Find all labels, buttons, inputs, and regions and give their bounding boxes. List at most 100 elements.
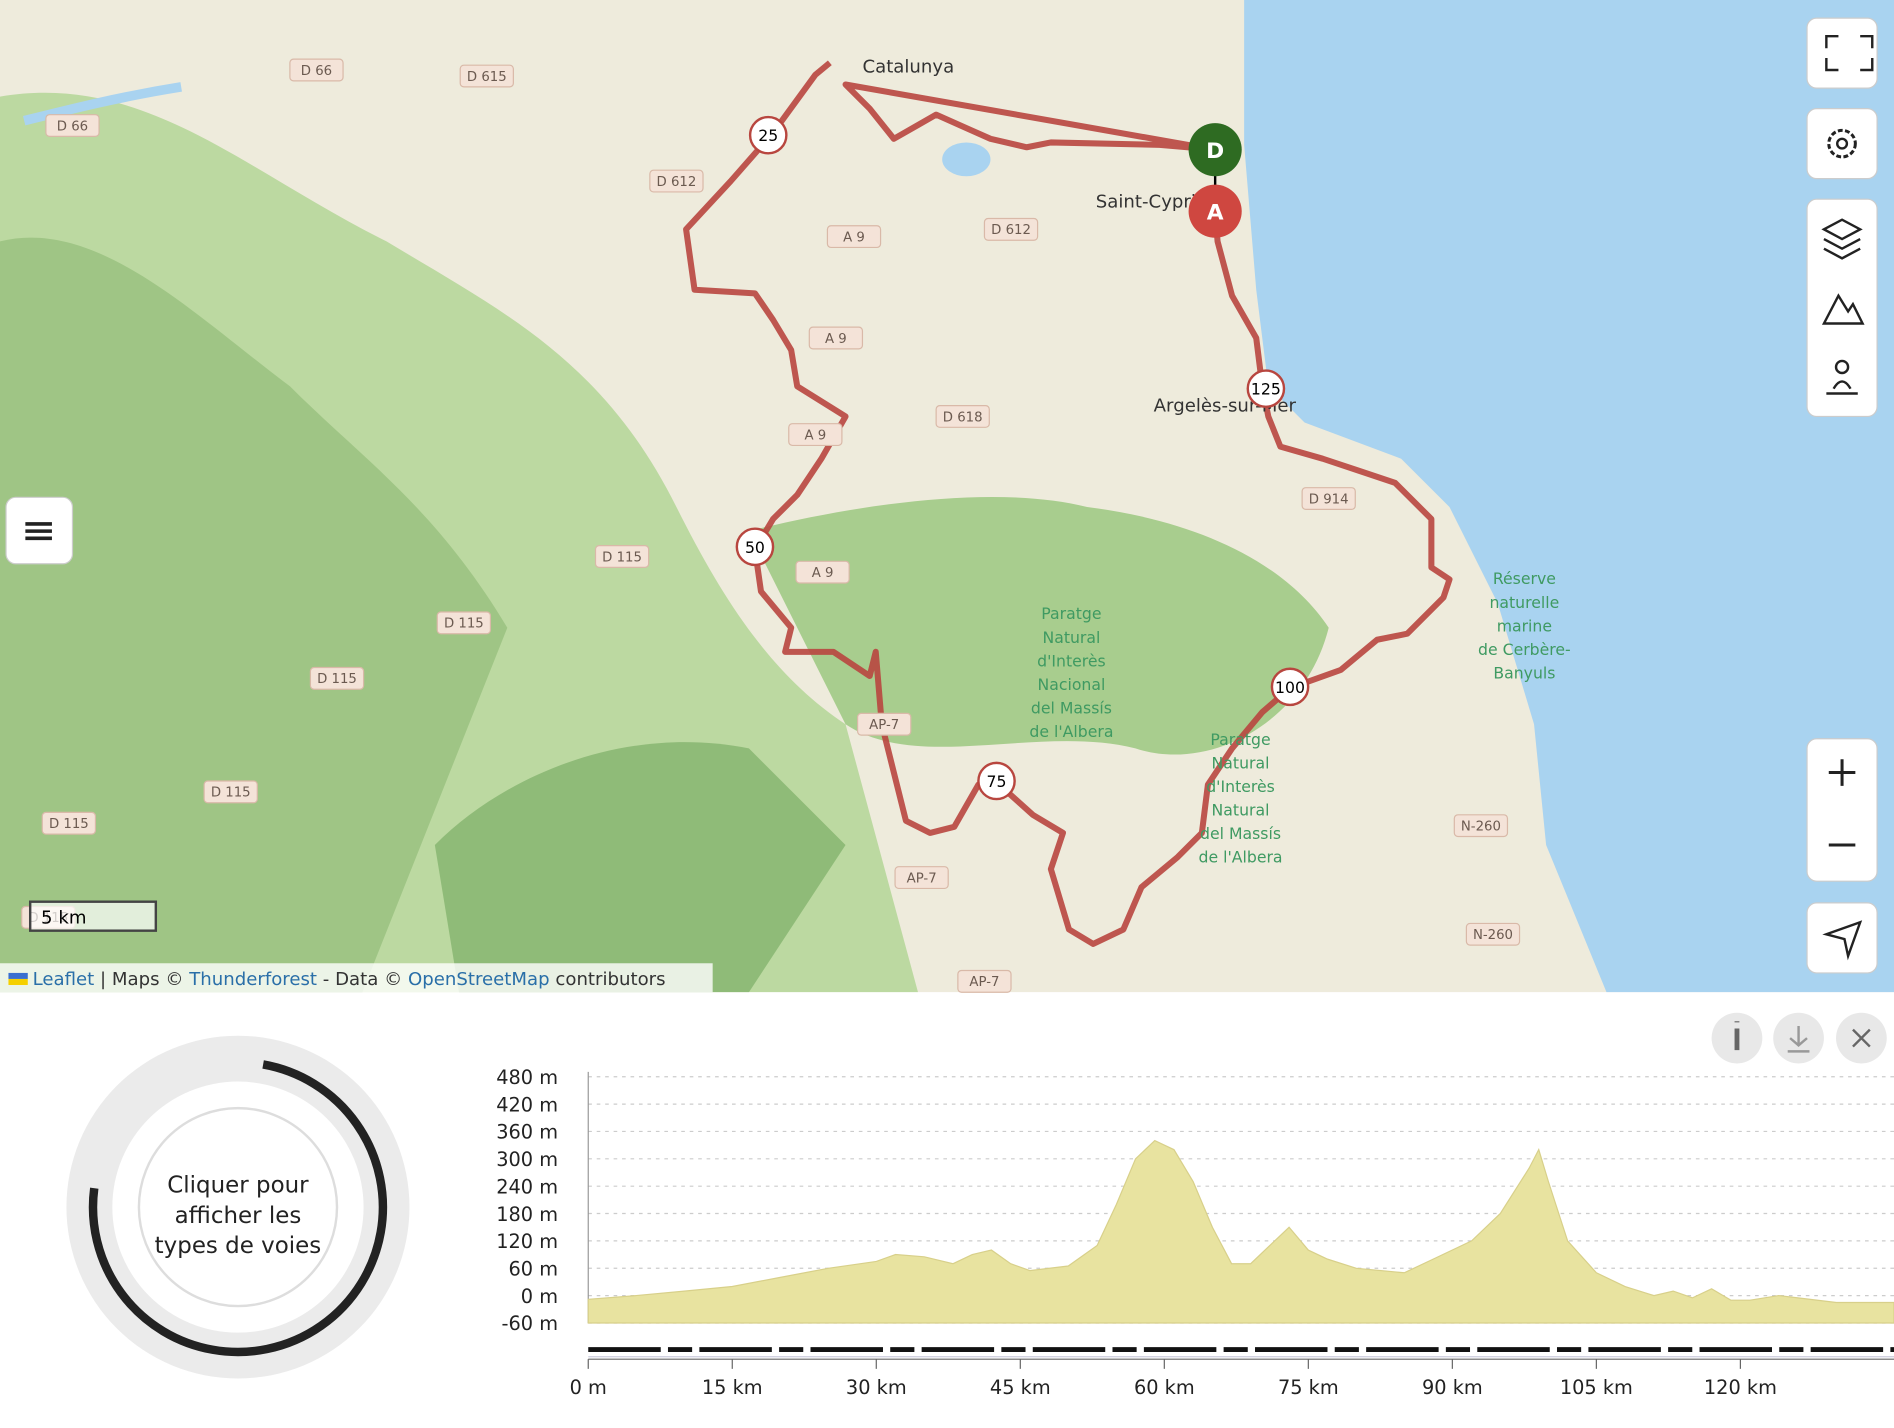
donut-label: afficher les	[175, 1203, 302, 1229]
attribution-text: - Data ©	[317, 969, 408, 990]
y-tick-label: -60 m	[502, 1312, 559, 1335]
x-tick-label: 45 km	[990, 1376, 1051, 1399]
road-shield	[935, 404, 990, 428]
road-shield	[203, 780, 258, 804]
reserve-label: d'Interès	[1206, 777, 1275, 796]
road-shield	[289, 58, 344, 82]
x-tick-label: 60 km	[1134, 1376, 1195, 1399]
road-label: D 612	[657, 175, 697, 190]
km-marker-label: 25	[758, 126, 778, 145]
road-label: A 9	[825, 332, 847, 347]
attribution-link[interactable]: Leaflet	[33, 969, 95, 990]
road-shield	[309, 666, 365, 690]
y-tick-label: 360 m	[496, 1121, 558, 1144]
road-label: D 115	[602, 550, 642, 565]
y-tick-label: 300 m	[496, 1148, 558, 1171]
road-label: D 615	[467, 70, 507, 85]
road-shield	[436, 611, 492, 635]
scale-bar	[28, 900, 158, 932]
km-marker-label: 100	[1275, 678, 1305, 697]
road-shield	[857, 712, 912, 736]
road-shield	[1301, 487, 1356, 510]
reserve-label: Nacional	[1037, 675, 1105, 694]
reserve-label: d'Interès	[1037, 651, 1106, 670]
end-label: A	[1207, 201, 1224, 226]
y-tick-label: 420 m	[496, 1093, 558, 1116]
x-tick-label: 75 km	[1278, 1376, 1339, 1399]
donut-label: Cliquer pour	[167, 1173, 309, 1199]
road-label: D 115	[317, 672, 357, 687]
reserve-label: de l'Albera	[1198, 847, 1282, 866]
road-shield	[41, 811, 97, 835]
place-label: Catalunya	[862, 56, 954, 77]
road-shield	[788, 423, 843, 447]
place-label: Saint-Cyprien	[1096, 192, 1219, 213]
road-shield	[826, 225, 882, 249]
zoom-control[interactable]	[1806, 738, 1878, 882]
road-label: D 612	[991, 223, 1031, 238]
fullscreen-button[interactable]	[1806, 17, 1878, 89]
x-tick-label: 15 km	[702, 1376, 763, 1399]
road-label: D 914	[1309, 492, 1349, 507]
end-marker[interactable]	[1188, 184, 1242, 238]
y-tick-label: 60 m	[509, 1258, 559, 1281]
road-shield	[649, 169, 704, 193]
road-shield	[459, 64, 514, 88]
road-label: N-260	[1473, 928, 1513, 943]
reserve-label: del Massís	[1031, 698, 1112, 717]
road-label: N-260	[1461, 819, 1501, 834]
km-marker	[1246, 369, 1286, 408]
reserve-label: Banyuls	[1493, 663, 1555, 682]
attribution-link[interactable]: Thunderforest	[188, 969, 317, 990]
x-tick-label: 90 km	[1422, 1376, 1483, 1399]
layers-panel[interactable]	[1806, 198, 1878, 418]
road-label: AP-7	[907, 871, 937, 886]
road-label: A 9	[804, 428, 826, 443]
road-shield	[795, 560, 850, 584]
road-label: A 9	[843, 230, 865, 245]
road-label: AP-7	[969, 975, 999, 990]
flag	[8, 978, 28, 985]
y-tick-label: 240 m	[496, 1175, 558, 1198]
x-tick-label: 0 m	[570, 1376, 607, 1399]
road-label: D 115	[211, 786, 251, 801]
road-label: D 115	[444, 617, 484, 632]
road-shield	[808, 326, 864, 350]
y-tick-label: 0 m	[521, 1285, 558, 1308]
x-tick-label: 30 km	[846, 1376, 907, 1399]
map-controls	[5, 17, 1887, 1064]
reserve-label: Paratge	[1041, 604, 1101, 623]
road-shield	[1465, 922, 1521, 946]
reserve-label: Paratge	[1210, 730, 1270, 749]
road-shield	[894, 866, 949, 890]
road-label: D 66	[57, 119, 88, 134]
km-marker-label: 75	[987, 772, 1007, 791]
chart-frame	[0, 992, 1894, 1428]
attribution: Leaflet | Maps © Thunderforest - Data © …	[33, 969, 666, 990]
road-label: AP-7	[869, 718, 899, 733]
scale-label: 5 km	[41, 907, 86, 928]
settings-button[interactable]	[1806, 108, 1878, 180]
road-label: D 115	[49, 817, 89, 832]
reserve-label: marine	[1497, 616, 1552, 635]
road-label: D 66	[301, 64, 332, 79]
km-marker	[735, 527, 775, 567]
reserve-label: Natural	[1212, 753, 1270, 772]
attribution-link[interactable]: OpenStreetMap	[408, 969, 550, 990]
road-shield	[594, 545, 650, 568]
donut-label: types de voies	[155, 1233, 322, 1259]
attribution-box	[0, 963, 713, 993]
km-marker	[748, 115, 788, 155]
y-tick-label: 180 m	[496, 1203, 558, 1226]
y-tick-label: 120 m	[496, 1230, 558, 1253]
attribution-text: | Maps ©	[94, 969, 189, 990]
road-shield	[957, 969, 1012, 993]
road-shield	[45, 114, 100, 138]
flag	[8, 972, 28, 979]
start-marker[interactable]	[1188, 123, 1242, 177]
x-tick-label: 120 km	[1704, 1376, 1777, 1399]
road-shield	[983, 217, 1039, 241]
attribution-text: contributors	[550, 969, 666, 990]
reserve-label: Natural	[1042, 628, 1100, 647]
